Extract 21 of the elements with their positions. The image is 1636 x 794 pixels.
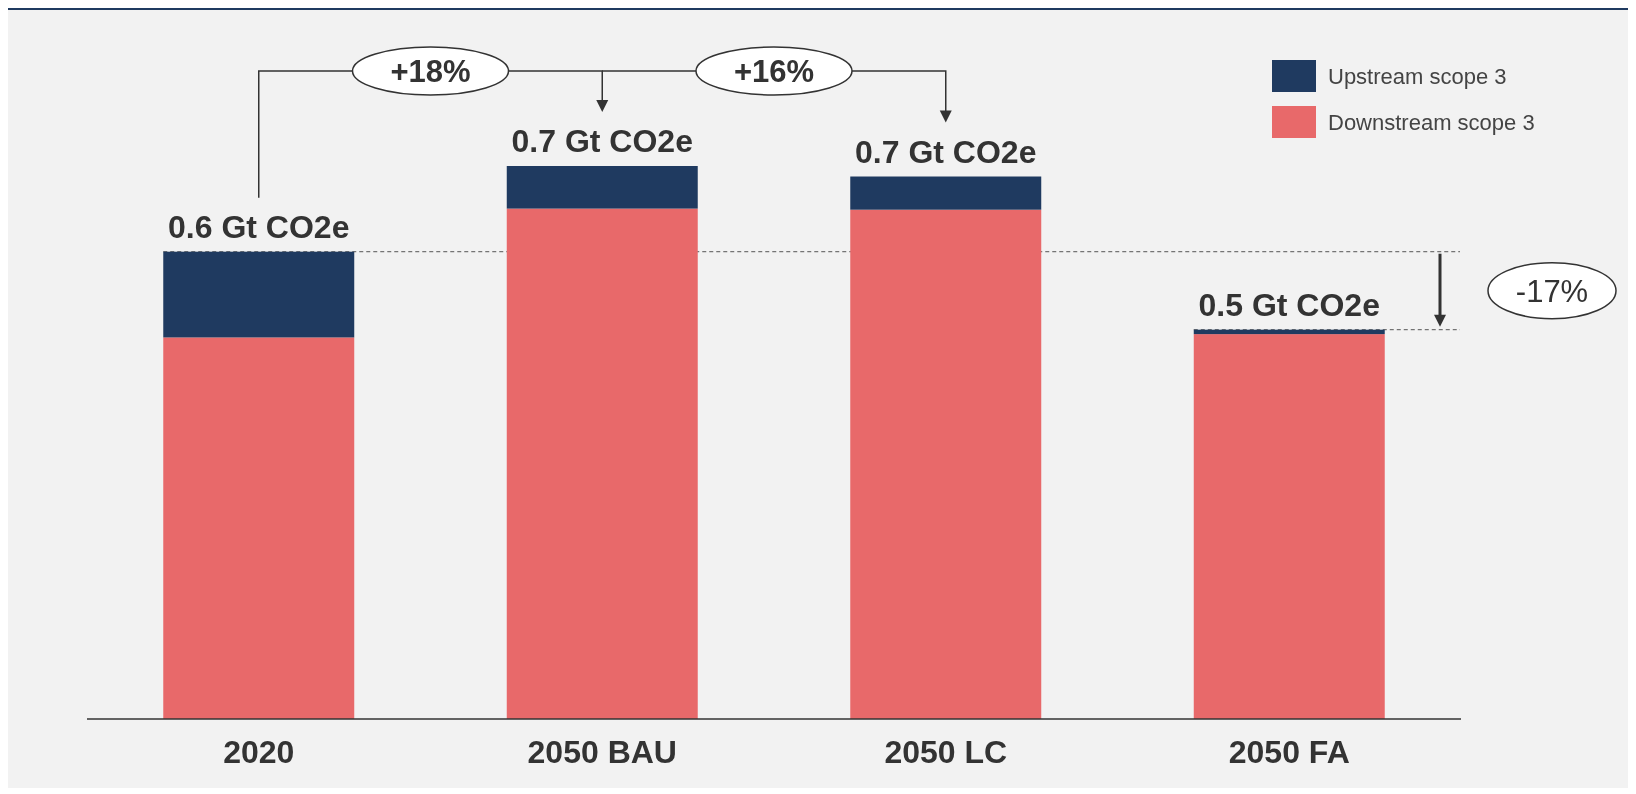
total-label: 0.7 Gt CO2e	[855, 133, 1037, 170]
total-label: 0.5 Gt CO2e	[1198, 286, 1380, 323]
x-tick-label: 2050 BAU	[527, 734, 677, 770]
text: +16%	[733, 54, 815, 90]
x-tick-label: 2050 FA	[1228, 734, 1350, 770]
bar	[506, 166, 698, 209]
legend-label: Downstream scope 3	[1328, 109, 1535, 135]
bar	[850, 209, 1042, 719]
bar	[1193, 334, 1385, 719]
bar	[163, 251, 355, 338]
total-label: 0.7 Gt CO2e	[511, 123, 693, 159]
text: +18%	[390, 54, 471, 90]
legend-label: Upstream scope 3	[1328, 63, 1507, 89]
bar	[163, 337, 355, 719]
bar	[1193, 329, 1385, 335]
total-label: 0.6 Gt CO2e	[168, 208, 350, 245]
bar	[506, 208, 698, 719]
bar	[850, 176, 1042, 210]
x-tick-label: 2050 LC	[884, 734, 1008, 770]
x-tick-label: 2020	[223, 734, 295, 770]
text: -17%	[1515, 273, 1589, 309]
